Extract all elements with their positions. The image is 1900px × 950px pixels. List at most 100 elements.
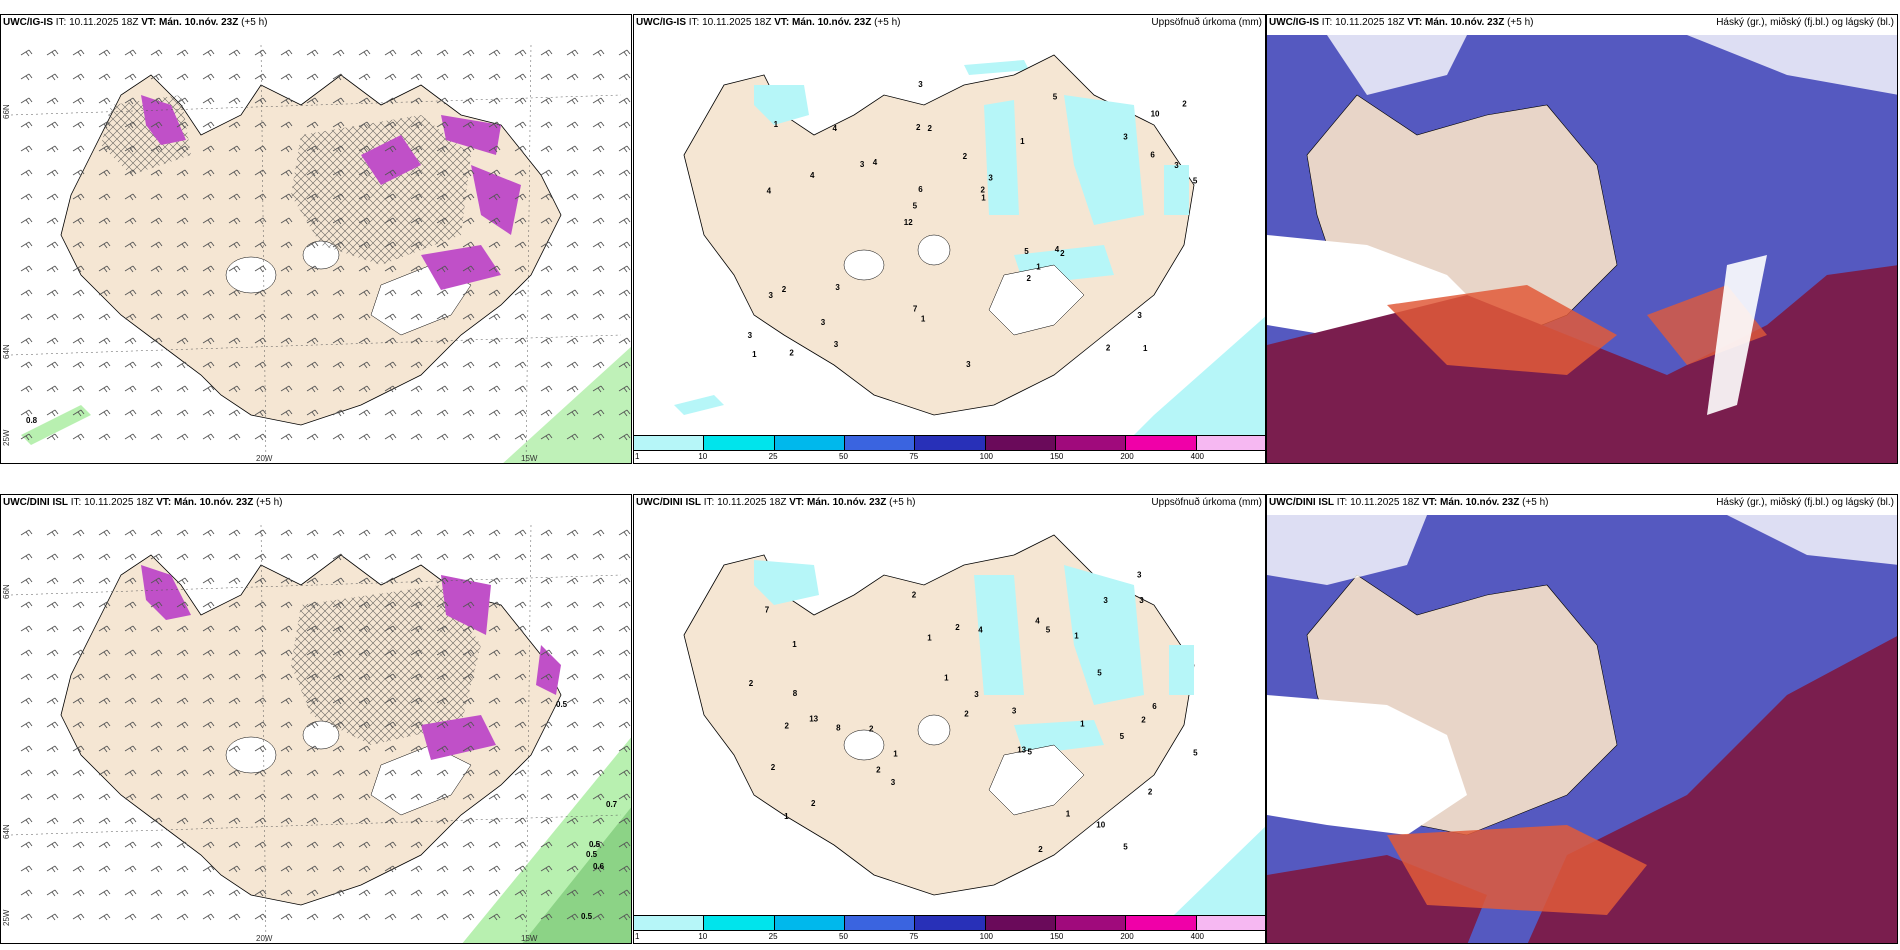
wind-barb [98,865,111,873]
wind-barb [176,745,189,753]
wind-barb [514,913,527,921]
wind-barb [202,361,215,369]
wind-barb [202,649,215,657]
wind-barb [566,793,579,801]
precip-area [974,575,1024,695]
wind-barb [436,265,449,273]
wind-barb [20,865,33,873]
wind-barb [514,265,527,273]
wind-barb [618,745,631,753]
wind-barb [514,49,527,57]
wind-barb [488,721,501,729]
wind-barb [20,913,33,921]
wind-barb [20,73,33,81]
wind-barb [98,193,111,201]
wind-barb [124,265,137,273]
wind-barb [592,409,605,417]
wind-barb [176,889,189,897]
wind-barb [202,553,215,561]
wind-barb [306,265,319,273]
wind-barb [176,865,189,873]
wind-barb [124,625,137,633]
glacier [302,720,340,750]
wind-barb [150,769,163,777]
wind-barb [488,265,501,273]
precip-value-label: 5 [1097,669,1102,678]
wind-barb [72,673,85,681]
wind-barb [436,817,449,825]
wind-barb [202,409,215,417]
wind-barb [332,97,345,105]
lat-label: 64N [2,824,11,839]
wind-barb [254,913,267,921]
wind-barb [384,313,397,321]
wind-barb [332,745,345,753]
wind-barb [358,265,371,273]
wind-barb [150,745,163,753]
wind-barb [98,745,111,753]
wind-barb [20,409,33,417]
wind-barb [436,529,449,537]
wind-barb [592,649,605,657]
wind-barb [618,289,631,297]
sea-green-area [503,346,631,463]
wind-barb [462,97,475,105]
wind-barb [254,121,267,129]
wind-barb [540,265,553,273]
wind-barb [46,601,59,609]
wind-barb [228,217,241,225]
wind-barb [306,697,319,705]
wind-barb [332,193,345,201]
precip-value-label: 6 [1152,702,1157,711]
wind-barb [566,409,579,417]
colorbar-swatch [634,435,705,451]
wind-barb [228,145,241,153]
wind-barb [72,769,85,777]
wind-barb [150,625,163,633]
wind-barb [150,601,163,609]
wind-barb [98,625,111,633]
colorbar-tick-label: 100 [979,932,994,941]
wind-barb [254,769,267,777]
wind-barb [410,865,423,873]
wind-barb [462,433,475,441]
wind-barb [540,49,553,57]
wind-barb [306,313,319,321]
wind-barb [436,193,449,201]
wind-barb [384,793,397,801]
wind-barb [566,865,579,873]
wind-barb [488,601,501,609]
wind-barb [566,289,579,297]
wind-barb [46,361,59,369]
wind-barb [436,289,449,297]
wind-barb [228,73,241,81]
wind-barb [98,265,111,273]
wind-barb [332,769,345,777]
wind-barb [280,433,293,441]
precip-value-label: 3 [966,360,971,369]
wind-barb [254,793,267,801]
wind-barb [254,865,267,873]
wind-barb [254,313,267,321]
wind-barb [540,409,553,417]
wind-barb [254,193,267,201]
wind-barb [384,817,397,825]
wind-barb [462,145,475,153]
wind-barb [514,793,527,801]
glacier [917,234,951,266]
precip-colorbar: 1 10 25 50 75 100 150 200 400 [634,435,1265,463]
wind-barb [280,337,293,345]
wind-barb [332,361,345,369]
precip-value-label: 1 [1066,810,1071,819]
precip-value-label: 5 [1028,748,1033,757]
wind-barb [540,529,553,537]
wind-barb [592,769,605,777]
panel-title: UWC/DINI ISL IT: 10.11.2025 18Z VT: Mán.… [3,497,283,508]
wind-barb [540,769,553,777]
wind-barb [358,49,371,57]
wind-barb [254,385,267,393]
glacier [225,256,277,294]
wind-barb [488,385,501,393]
wind-barb [72,841,85,849]
panel-title: UWC/DINI ISL IT: 10.11.2025 18Z VT: Mán.… [636,497,916,508]
